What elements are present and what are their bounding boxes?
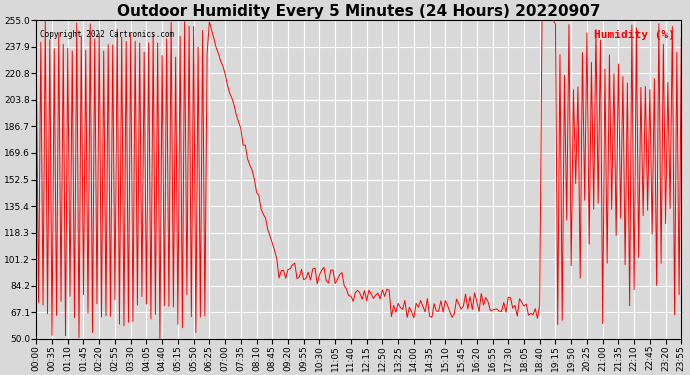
Text: Humidity (%): Humidity (%)	[594, 30, 675, 40]
Text: Copyright 2022 Cartronics.com: Copyright 2022 Cartronics.com	[39, 30, 174, 39]
Title: Outdoor Humidity Every 5 Minutes (24 Hours) 20220907: Outdoor Humidity Every 5 Minutes (24 Hou…	[117, 4, 600, 19]
